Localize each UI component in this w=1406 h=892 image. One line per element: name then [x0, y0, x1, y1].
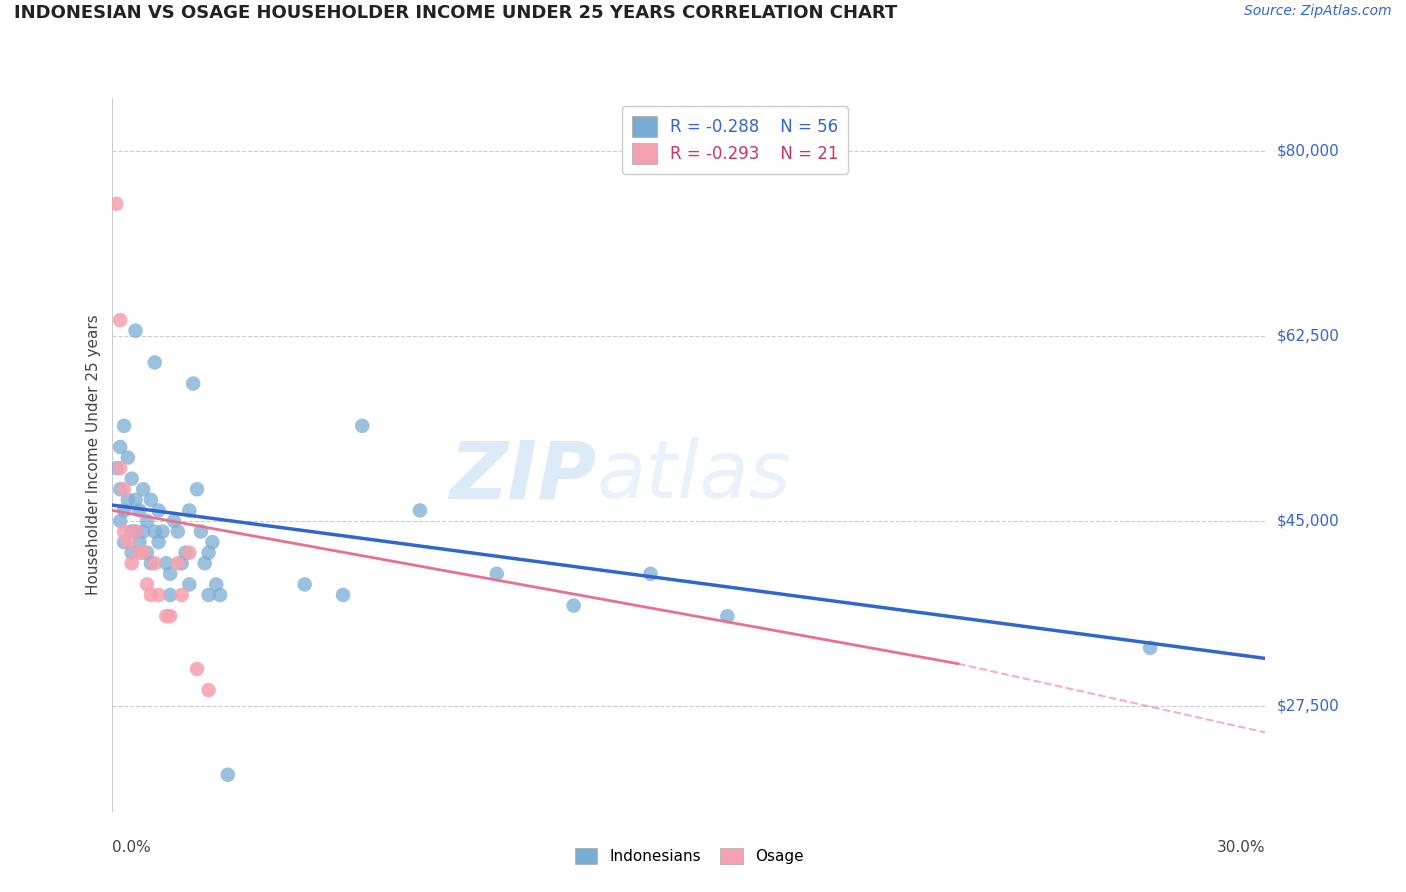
Point: [1139, 640, 1161, 655]
Text: $45,000: $45,000: [1277, 514, 1340, 528]
Point: [124, 524, 146, 539]
Point: [139, 556, 162, 570]
Point: [121, 524, 143, 539]
Point: [121, 556, 143, 570]
Text: Source: ZipAtlas.com: Source: ZipAtlas.com: [1244, 4, 1392, 19]
Point: [112, 535, 135, 549]
Point: [117, 492, 139, 507]
Point: [124, 492, 146, 507]
Point: [159, 588, 181, 602]
Point: [132, 483, 155, 497]
Point: [181, 376, 204, 391]
Point: [174, 546, 197, 560]
Point: [143, 355, 166, 369]
Point: [112, 483, 135, 497]
Point: [166, 524, 188, 539]
Text: $27,500: $27,500: [1277, 698, 1340, 714]
Point: [121, 546, 143, 560]
Point: [197, 588, 219, 602]
Point: [117, 535, 139, 549]
Point: [143, 556, 166, 570]
Point: [139, 492, 162, 507]
Point: [716, 609, 738, 624]
Text: ZIP: ZIP: [450, 437, 596, 516]
Point: [148, 588, 170, 602]
Point: [108, 440, 131, 454]
Point: [352, 418, 374, 433]
Legend: Indonesians, Osage: Indonesians, Osage: [567, 840, 811, 871]
Point: [640, 566, 662, 581]
Y-axis label: Householder Income Under 25 years: Householder Income Under 25 years: [86, 315, 101, 595]
Point: [170, 556, 193, 570]
Point: [112, 503, 135, 517]
Point: [128, 503, 150, 517]
Point: [136, 514, 159, 528]
Point: [108, 461, 131, 475]
Point: [197, 546, 219, 560]
Point: [105, 197, 128, 211]
Point: [155, 609, 177, 624]
Point: [194, 556, 217, 570]
Point: [132, 524, 155, 539]
Point: [128, 546, 150, 560]
Point: [148, 535, 170, 549]
Point: [163, 514, 186, 528]
Text: $80,000: $80,000: [1277, 144, 1340, 159]
Point: [108, 483, 131, 497]
Point: [108, 313, 131, 327]
Point: [124, 324, 146, 338]
Point: [485, 566, 508, 581]
Text: INDONESIAN VS OSAGE HOUSEHOLDER INCOME UNDER 25 YEARS CORRELATION CHART: INDONESIAN VS OSAGE HOUSEHOLDER INCOME U…: [14, 4, 897, 22]
Point: [136, 546, 159, 560]
Point: [332, 588, 354, 602]
Point: [143, 524, 166, 539]
Point: [124, 524, 146, 539]
Point: [179, 546, 201, 560]
Point: [112, 524, 135, 539]
Text: atlas: atlas: [596, 437, 792, 516]
Point: [409, 503, 432, 517]
Point: [155, 556, 177, 570]
Point: [148, 503, 170, 517]
Point: [105, 461, 128, 475]
Point: [179, 503, 201, 517]
Point: [166, 556, 188, 570]
Point: [197, 683, 219, 698]
Point: [112, 418, 135, 433]
Point: [170, 588, 193, 602]
Point: [217, 768, 239, 782]
Text: $62,500: $62,500: [1277, 328, 1340, 343]
Point: [209, 588, 232, 602]
Point: [186, 483, 208, 497]
Point: [139, 588, 162, 602]
Point: [128, 535, 150, 549]
Point: [117, 450, 139, 465]
Point: [201, 535, 224, 549]
Point: [205, 577, 228, 591]
Point: [136, 577, 159, 591]
Text: 0.0%: 0.0%: [112, 840, 152, 855]
Text: 30.0%: 30.0%: [1218, 840, 1265, 855]
Point: [562, 599, 585, 613]
Point: [294, 577, 316, 591]
Point: [159, 566, 181, 581]
Point: [108, 514, 131, 528]
Point: [186, 662, 208, 676]
Point: [179, 577, 201, 591]
Point: [152, 524, 174, 539]
Point: [159, 609, 181, 624]
Point: [132, 546, 155, 560]
Point: [121, 472, 143, 486]
Point: [190, 524, 212, 539]
